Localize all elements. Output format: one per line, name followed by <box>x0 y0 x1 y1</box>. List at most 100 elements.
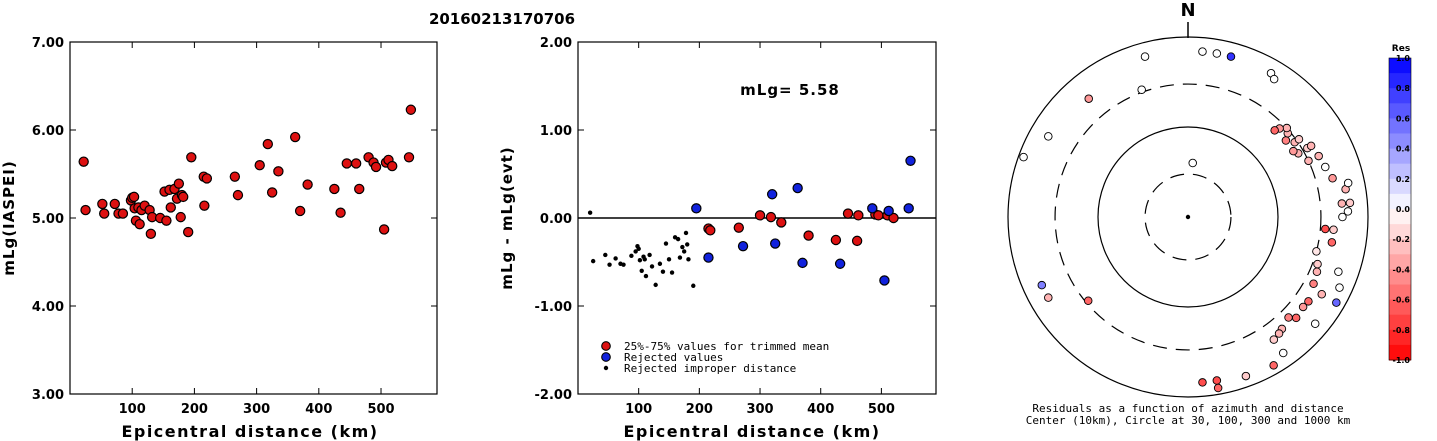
station-residual-point <box>1289 146 1298 156</box>
station-residual-point <box>1213 383 1223 393</box>
station-residual-point <box>1140 52 1150 61</box>
trimmed-mean-point <box>803 230 814 241</box>
data-point <box>182 226 194 238</box>
data-point <box>341 158 353 169</box>
rejected-distance-point <box>649 264 655 269</box>
station-residual-point <box>1269 361 1278 370</box>
magnitude-vs-distance-plot: 3.00 4.00 5.00 6.00 7.00 100 200 300 400 500 Epi… <box>0 36 438 441</box>
station-residual-point <box>1270 126 1279 135</box>
rejected-distance-point <box>683 230 689 236</box>
data-point <box>329 183 340 195</box>
colorbar-cell <box>1389 329 1411 346</box>
rejected-distance-point <box>643 273 649 279</box>
colorbar-cell <box>1389 224 1411 240</box>
station-residual-point <box>1291 313 1301 323</box>
station-residual-point <box>1294 135 1304 144</box>
rejected-distance-point <box>657 261 663 266</box>
plot2-xlabel: Epicentral distance (km) <box>623 422 880 441</box>
data-point <box>97 198 108 210</box>
rejected-value-point <box>883 205 894 217</box>
station-residual-point <box>1269 74 1279 84</box>
data-point <box>335 207 346 218</box>
rejected-value-point <box>879 275 890 286</box>
distance-ring <box>1097 126 1279 308</box>
plot2-points <box>587 155 916 288</box>
colorbar-label: 0.8 <box>1396 84 1411 93</box>
colorbar-title: Res <box>1392 44 1410 54</box>
data-point <box>254 159 265 171</box>
plot1-xlabel: Epicentral distance (km) <box>121 422 378 441</box>
station-residual-point <box>1212 49 1222 58</box>
rejected-value-point <box>792 182 803 194</box>
distance-ring <box>1144 173 1232 261</box>
colorbar-cell <box>1389 118 1411 134</box>
data-point <box>78 156 89 167</box>
trimmed-mean-point <box>853 210 864 221</box>
rejected-distance-point <box>677 255 683 260</box>
rejected-distance-point <box>666 257 672 262</box>
colorbar-label: -0.2 <box>1393 235 1411 244</box>
data-point <box>128 191 140 203</box>
colorbar-label: 0.6 <box>1396 114 1411 123</box>
y-tick-label: 0.00 <box>540 212 572 227</box>
colorbar-cell <box>1389 239 1411 255</box>
station-residual-point <box>1304 156 1313 166</box>
y-tick-label: -2.00 <box>535 388 572 403</box>
legend-label: 25%-75% values for trimmed mean <box>624 340 829 353</box>
station-residual-point <box>1321 224 1330 234</box>
plot1-x-ticks: 100 200 300 400 500 <box>119 42 395 417</box>
data-point <box>273 166 284 177</box>
trimmed-mean-point <box>851 235 863 247</box>
data-point <box>302 179 313 190</box>
station-residual-point <box>1284 313 1293 322</box>
station-residual-point <box>1314 151 1323 161</box>
station-residual-point <box>1306 141 1316 151</box>
rejected-value-point <box>834 258 846 269</box>
rejected-value-point <box>766 189 778 200</box>
distance-ring <box>1007 36 1369 398</box>
legend-marker <box>601 352 611 362</box>
trimmed-mean-point <box>765 211 777 223</box>
polar-caption-line1: Residuals as a function of azimuth and d… <box>1032 402 1343 415</box>
station-residual-point <box>1269 335 1279 344</box>
station-residual-point <box>1313 259 1322 269</box>
station-residual-point <box>1019 152 1028 162</box>
trimmed-mean-point <box>705 225 716 236</box>
rejected-distance-point <box>637 258 643 263</box>
residual-colorbar: Res 1.0 0.8 0.6 0.4 0.2 0.0 -0.2 -0.4 -0.6 -0.8 -1… <box>1388 44 1412 365</box>
plot2-ylabel: mLg - mLg(evt) <box>498 146 516 289</box>
colorbar-cell <box>1389 133 1411 150</box>
data-point <box>405 104 417 115</box>
rejected-distance-point <box>680 244 685 250</box>
rejected-distance-point <box>691 283 696 288</box>
plot2-x-ticks: 100 200 300 400 500 <box>625 42 895 417</box>
legend-marker <box>603 365 609 371</box>
trimmed-mean-point <box>888 212 899 224</box>
polar-points <box>1019 47 1355 393</box>
rejected-distance-point <box>639 268 644 273</box>
epicenter-marker <box>1185 214 1191 220</box>
colorbar-cell <box>1389 163 1411 180</box>
colorbar-cell <box>1389 254 1411 270</box>
rejected-distance-point <box>633 249 638 254</box>
rejected-value-point <box>770 238 781 249</box>
data-point <box>387 160 398 172</box>
station-residual-point <box>1282 123 1292 133</box>
data-point <box>403 152 415 163</box>
station-residual-point <box>1343 178 1353 188</box>
rejected-distance-point <box>590 258 596 264</box>
polar-caption-line2: Center (10km), Circle at 30, 100, 300 an… <box>1026 414 1351 427</box>
data-point <box>266 187 278 198</box>
x-tick-label: 300 <box>243 402 270 417</box>
rejected-value-point <box>797 257 808 269</box>
station-residual-point <box>1274 329 1284 338</box>
y-tick-label: 5.00 <box>32 212 64 227</box>
rejected-distance-point <box>660 269 666 274</box>
colorbar-cell <box>1389 299 1411 316</box>
y-tick-label: 3.00 <box>32 388 64 403</box>
x-tick-label: 500 <box>868 402 895 417</box>
trimmed-mean-point <box>754 210 766 221</box>
station-residual-point <box>1321 162 1330 172</box>
x-tick-label: 100 <box>119 402 146 417</box>
colorbar-label: -0.6 <box>1393 296 1411 305</box>
